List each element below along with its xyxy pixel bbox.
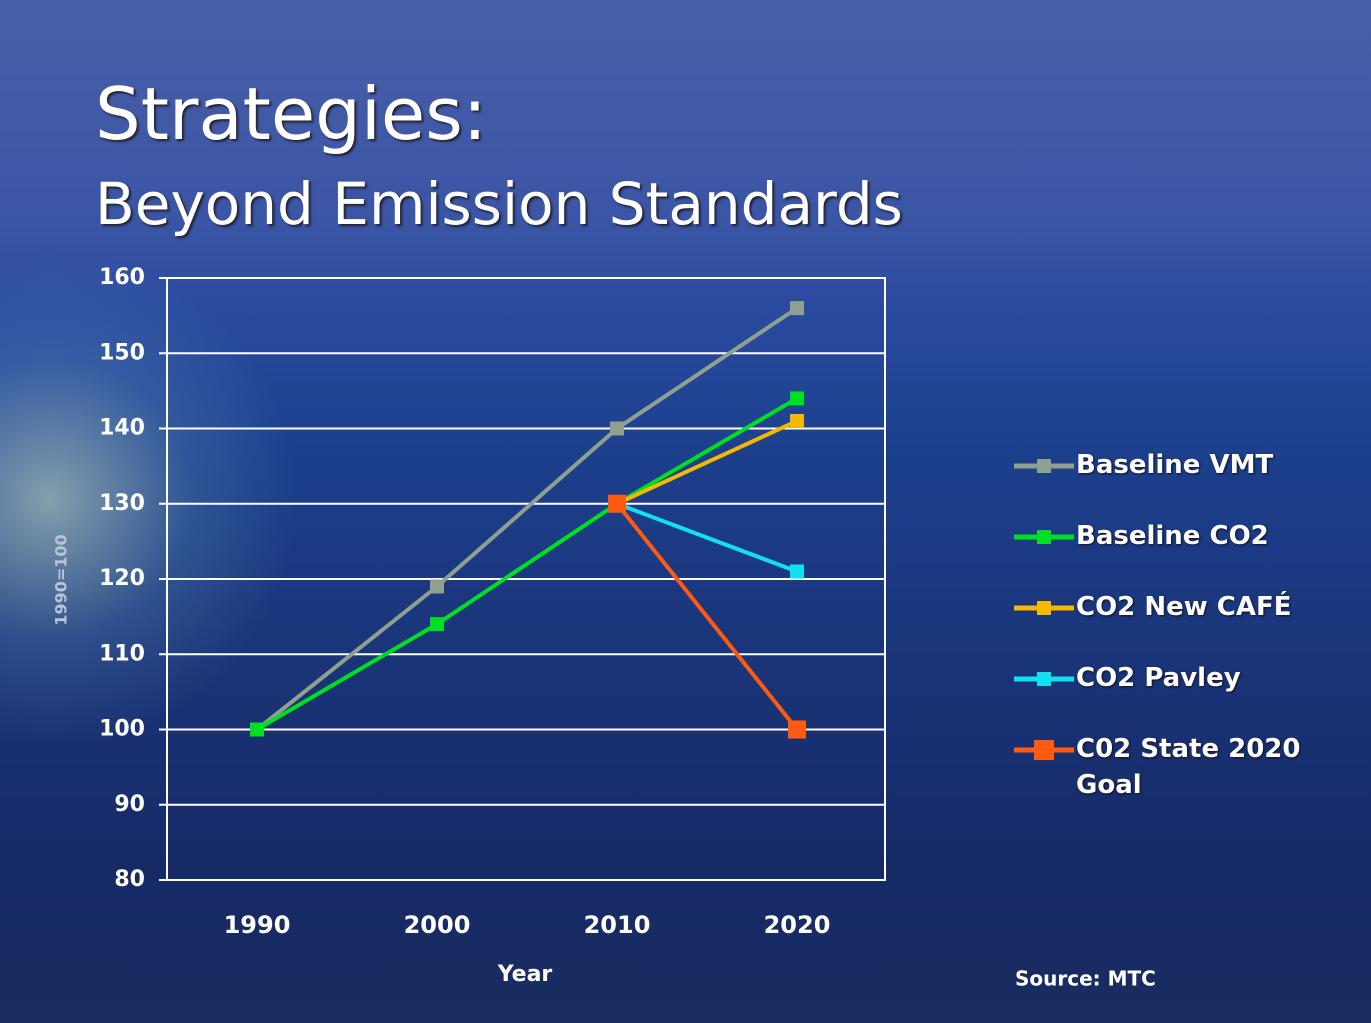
data-point: [790, 301, 804, 316]
legend-marker: [1037, 601, 1051, 615]
legend-swatch: [1014, 459, 1074, 473]
series-line: [255, 306, 799, 732]
legend-item: Baseline CO2: [1012, 516, 1326, 587]
series-line: [616, 501, 798, 574]
legend-label: CO2 New CAFÉ: [1076, 592, 1292, 622]
legend-item: CO2 Pavley: [1012, 658, 1326, 729]
data-point: [430, 617, 444, 632]
legend-label: Baseline VMT: [1076, 450, 1274, 480]
data-point: [788, 720, 806, 739]
legend-label: Baseline CO2: [1076, 521, 1269, 551]
y-tick-label: 130: [99, 491, 145, 516]
x-axis-label: Year: [497, 962, 553, 987]
legend-item: C02 State 2020 Goal: [1012, 729, 1326, 800]
legend-marker: [1037, 672, 1051, 686]
y-axis-label: 1990=100: [52, 534, 71, 625]
legend-item: Baseline VMT: [1012, 445, 1326, 516]
legend-marker: [1037, 530, 1051, 544]
legend-label: CO2 Pavley: [1076, 663, 1241, 693]
x-tick-label: 2010: [584, 911, 651, 939]
data-point: [790, 413, 804, 428]
x-tick-label: 2000: [404, 911, 471, 939]
data-point: [790, 564, 804, 579]
legend: Baseline VMT Baseline CO2 CO2 New CAFÉ CO2 …: [1012, 445, 1326, 800]
series-line: [616, 419, 798, 506]
legend-marker: [1037, 459, 1051, 473]
series-line: [255, 396, 799, 732]
legend-marker: [1034, 740, 1054, 760]
x-tick-label: 1990: [224, 911, 291, 939]
data-point: [610, 421, 624, 436]
legend-swatch: [1014, 601, 1074, 615]
y-tick-label: 140: [99, 416, 145, 441]
y-tick-label: 90: [114, 792, 145, 817]
source: Source: MTC: [1015, 967, 1156, 991]
legend-swatch: [1014, 740, 1074, 760]
y-tick-label: 110: [99, 641, 145, 666]
x-tick-label: 2020: [764, 911, 831, 939]
legend-swatch: [1014, 672, 1074, 686]
y-tick-label: 120: [99, 566, 145, 591]
legend-item: CO2 New CAFÉ: [1012, 587, 1326, 658]
data-point: [790, 391, 804, 406]
y-tick-label: 100: [99, 717, 145, 742]
data-point: [430, 579, 444, 594]
slide-title: Strategies:: [95, 72, 487, 156]
slide-subtitle: Beyond Emission Standards: [95, 170, 903, 238]
legend-swatch: [1014, 530, 1074, 544]
data-point: [250, 722, 264, 737]
y-tick-label: 150: [99, 340, 145, 365]
data-point: [608, 494, 626, 513]
y-tick-label: 80: [114, 867, 145, 892]
y-tick-label: 160: [99, 265, 145, 290]
series-line: [615, 502, 799, 731]
legend-label: C02 State 2020 Goal: [1076, 734, 1301, 800]
